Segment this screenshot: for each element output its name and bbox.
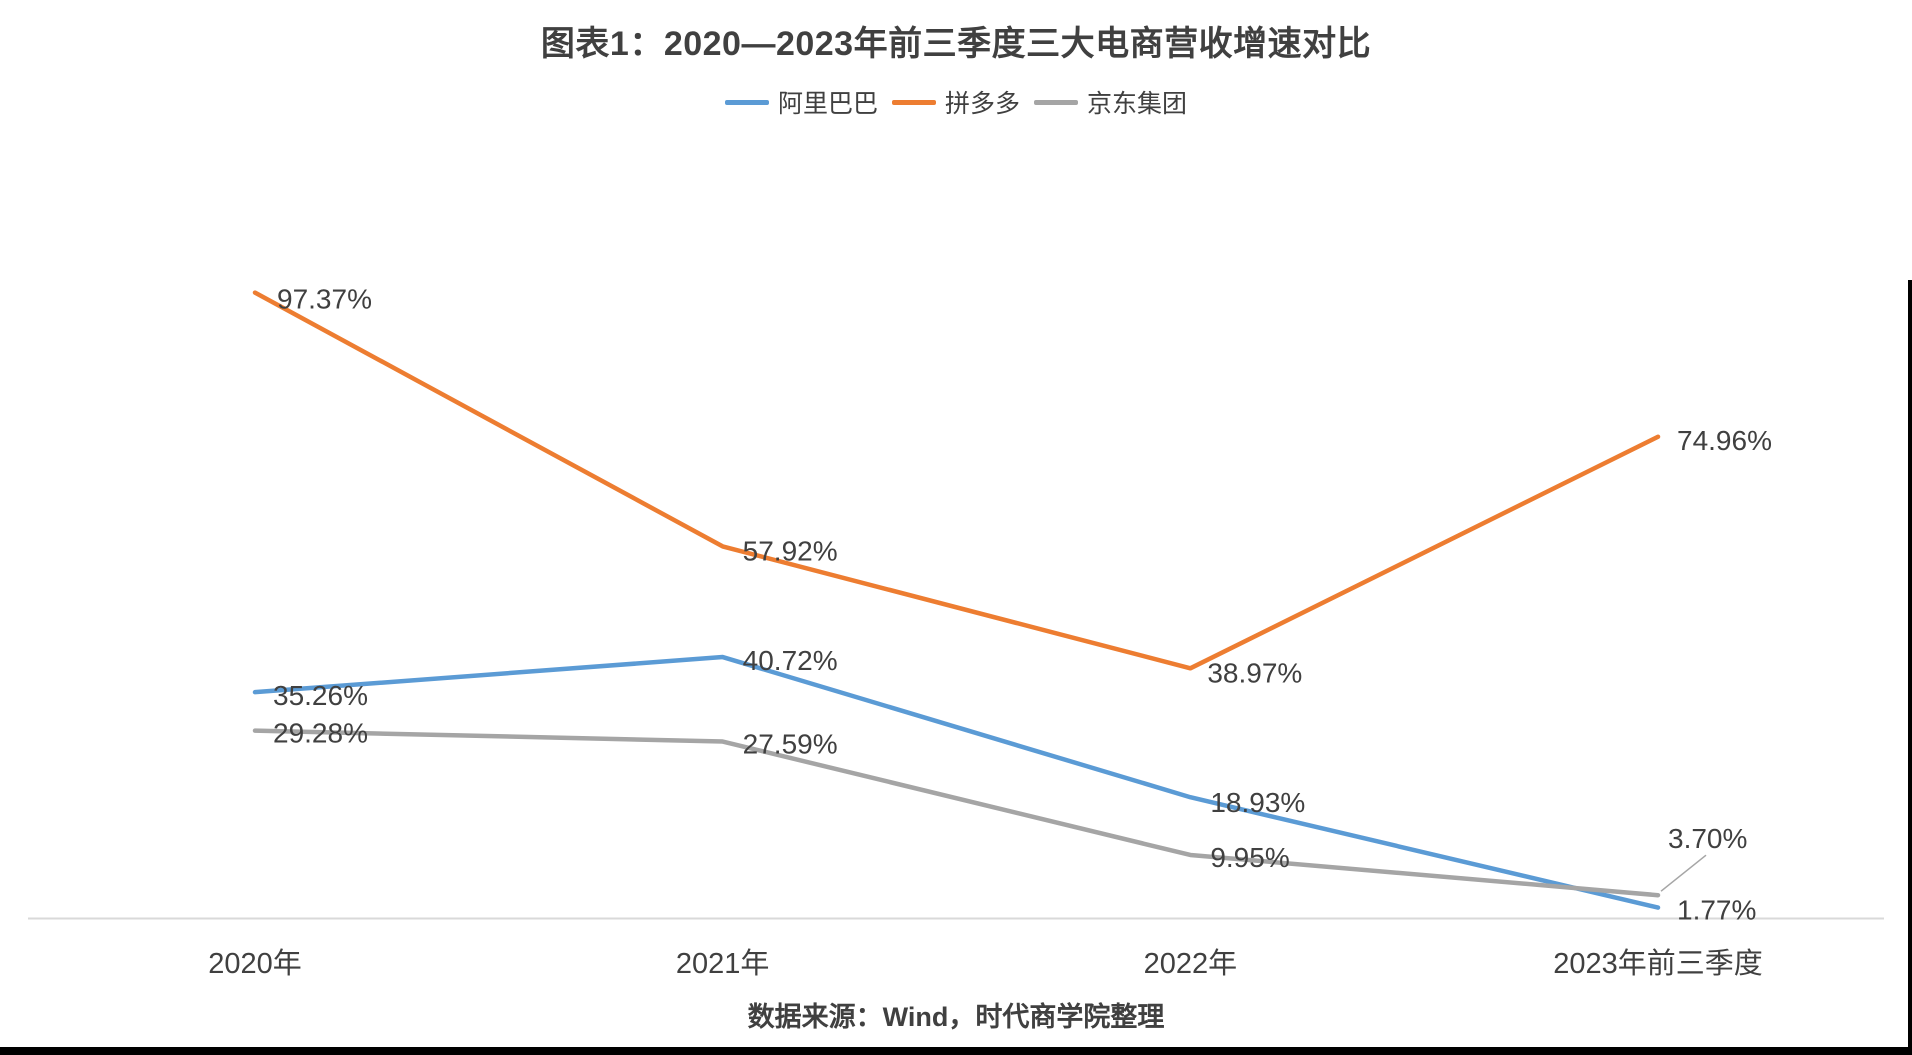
data-label-alibaba-2: 18.93% (1210, 787, 1305, 818)
data-label-jd-0: 29.28% (273, 718, 368, 749)
x-axis-label-3: 2023年前三季度 (1553, 947, 1763, 980)
data-label-jd-2: 9.95% (1210, 842, 1289, 873)
series-line-pinduoduo (252, 290, 1661, 671)
data-label-alibaba-3: 1.77% (1677, 895, 1756, 926)
series-line-jd (252, 728, 1661, 898)
legend-label-alibaba: 阿里巴巴 (777, 90, 878, 118)
legend-line-swatch-pinduoduo (891, 99, 936, 105)
page-bottom-edge (0, 1047, 1912, 1055)
legend-item-jd: 京东集团 (1034, 84, 1187, 120)
x-axis-label-1: 2021年 (676, 947, 770, 980)
series-line-alibaba (252, 654, 1661, 910)
data-label-pinduoduo-3: 74.96% (1677, 425, 1772, 456)
legend-label-pinduoduo: 拼多多 (944, 90, 1020, 118)
legend-line-swatch-alibaba (724, 99, 769, 105)
data-label-alibaba-1: 40.72% (743, 645, 838, 676)
legend-line-swatch-jd (1034, 99, 1078, 105)
legend: 阿里巴巴 拼多多 京东集团 (0, 84, 1912, 120)
jd-label-leader-line (1660, 854, 1707, 892)
x-axis-label-0: 2020年 (208, 947, 302, 980)
data-label-jd-1: 27.59% (743, 729, 838, 760)
source-note: 数据来源：Wind，时代商学院整理 (747, 1002, 1165, 1032)
data-label-pinduoduo-2: 38.97% (1207, 657, 1302, 688)
legend-item-pinduoduo: 拼多多 (891, 84, 1020, 120)
page-right-edge (1908, 280, 1912, 1055)
x-axis-label-2: 2022年 (1144, 947, 1238, 980)
legend-item-alibaba: 阿里巴巴 (724, 84, 878, 120)
data-label-pinduoduo-0: 97.37% (277, 284, 372, 315)
chart-title: 图表1：2020—2023年前三季度三大电商营收增速对比 (540, 25, 1372, 63)
data-label-jd-3: 3.70% (1668, 823, 1747, 854)
legend-label-jd: 京东集团 (1087, 90, 1188, 118)
data-label-pinduoduo-1: 57.92% (743, 535, 838, 566)
data-label-alibaba-0: 35.26% (273, 680, 368, 711)
